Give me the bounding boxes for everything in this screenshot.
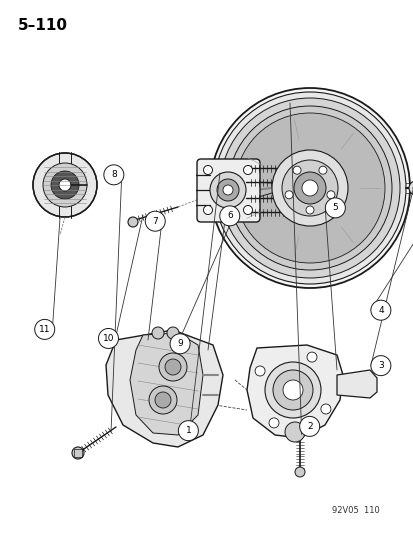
Text: 10: 10 [102,334,114,343]
Circle shape [33,153,97,217]
FancyBboxPatch shape [197,159,259,222]
Polygon shape [106,330,223,447]
Circle shape [282,380,302,400]
Text: 8: 8 [111,171,116,179]
Circle shape [281,160,337,216]
Circle shape [209,88,409,288]
Circle shape [59,179,71,191]
Circle shape [203,166,212,174]
Circle shape [254,366,264,376]
Circle shape [412,185,413,191]
Polygon shape [336,370,376,398]
Circle shape [293,172,325,204]
Text: 5–110: 5–110 [18,18,68,33]
Circle shape [318,166,326,174]
Circle shape [51,171,79,199]
Circle shape [271,150,347,226]
Circle shape [292,166,300,174]
Circle shape [219,98,399,278]
Circle shape [294,467,304,477]
Circle shape [228,106,391,270]
Text: 6: 6 [226,212,232,220]
Circle shape [128,217,138,227]
Circle shape [43,163,87,207]
Circle shape [370,300,390,320]
Circle shape [203,206,212,214]
Circle shape [149,386,177,414]
Circle shape [72,447,84,459]
Circle shape [214,92,405,284]
Circle shape [104,165,123,185]
Circle shape [320,404,330,414]
Text: 92V05  110: 92V05 110 [332,506,379,515]
Circle shape [98,328,118,349]
Circle shape [306,352,316,362]
Circle shape [154,392,171,408]
Circle shape [285,191,292,199]
Circle shape [268,418,278,428]
Text: 3: 3 [377,361,383,370]
Circle shape [301,180,317,196]
Circle shape [284,422,304,442]
Circle shape [216,179,238,201]
Circle shape [209,172,245,208]
Circle shape [325,198,344,218]
Circle shape [408,181,413,195]
Text: 9: 9 [177,340,183,348]
Circle shape [219,206,239,226]
Circle shape [165,359,180,375]
Text: 11: 11 [39,325,50,334]
Circle shape [299,416,319,437]
Circle shape [170,334,190,354]
Text: 1: 1 [185,426,191,435]
Circle shape [178,421,198,441]
Polygon shape [130,333,202,435]
Circle shape [243,166,252,174]
Circle shape [145,211,165,231]
Circle shape [35,319,55,340]
Circle shape [305,206,313,214]
Text: 2: 2 [306,422,312,431]
Circle shape [243,206,252,214]
Text: 7: 7 [152,217,158,225]
Circle shape [326,191,334,199]
Circle shape [152,327,164,339]
Circle shape [159,353,187,381]
Circle shape [370,356,390,376]
Text: 5: 5 [332,204,337,212]
Polygon shape [247,345,342,438]
Circle shape [264,362,320,418]
Circle shape [166,327,178,339]
Circle shape [272,370,312,410]
Circle shape [223,185,233,195]
Text: 4: 4 [377,306,383,314]
Circle shape [235,113,384,263]
